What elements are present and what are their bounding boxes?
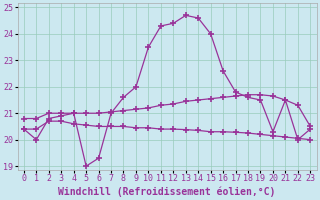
X-axis label: Windchill (Refroidissement éolien,°C): Windchill (Refroidissement éolien,°C): [58, 186, 276, 197]
